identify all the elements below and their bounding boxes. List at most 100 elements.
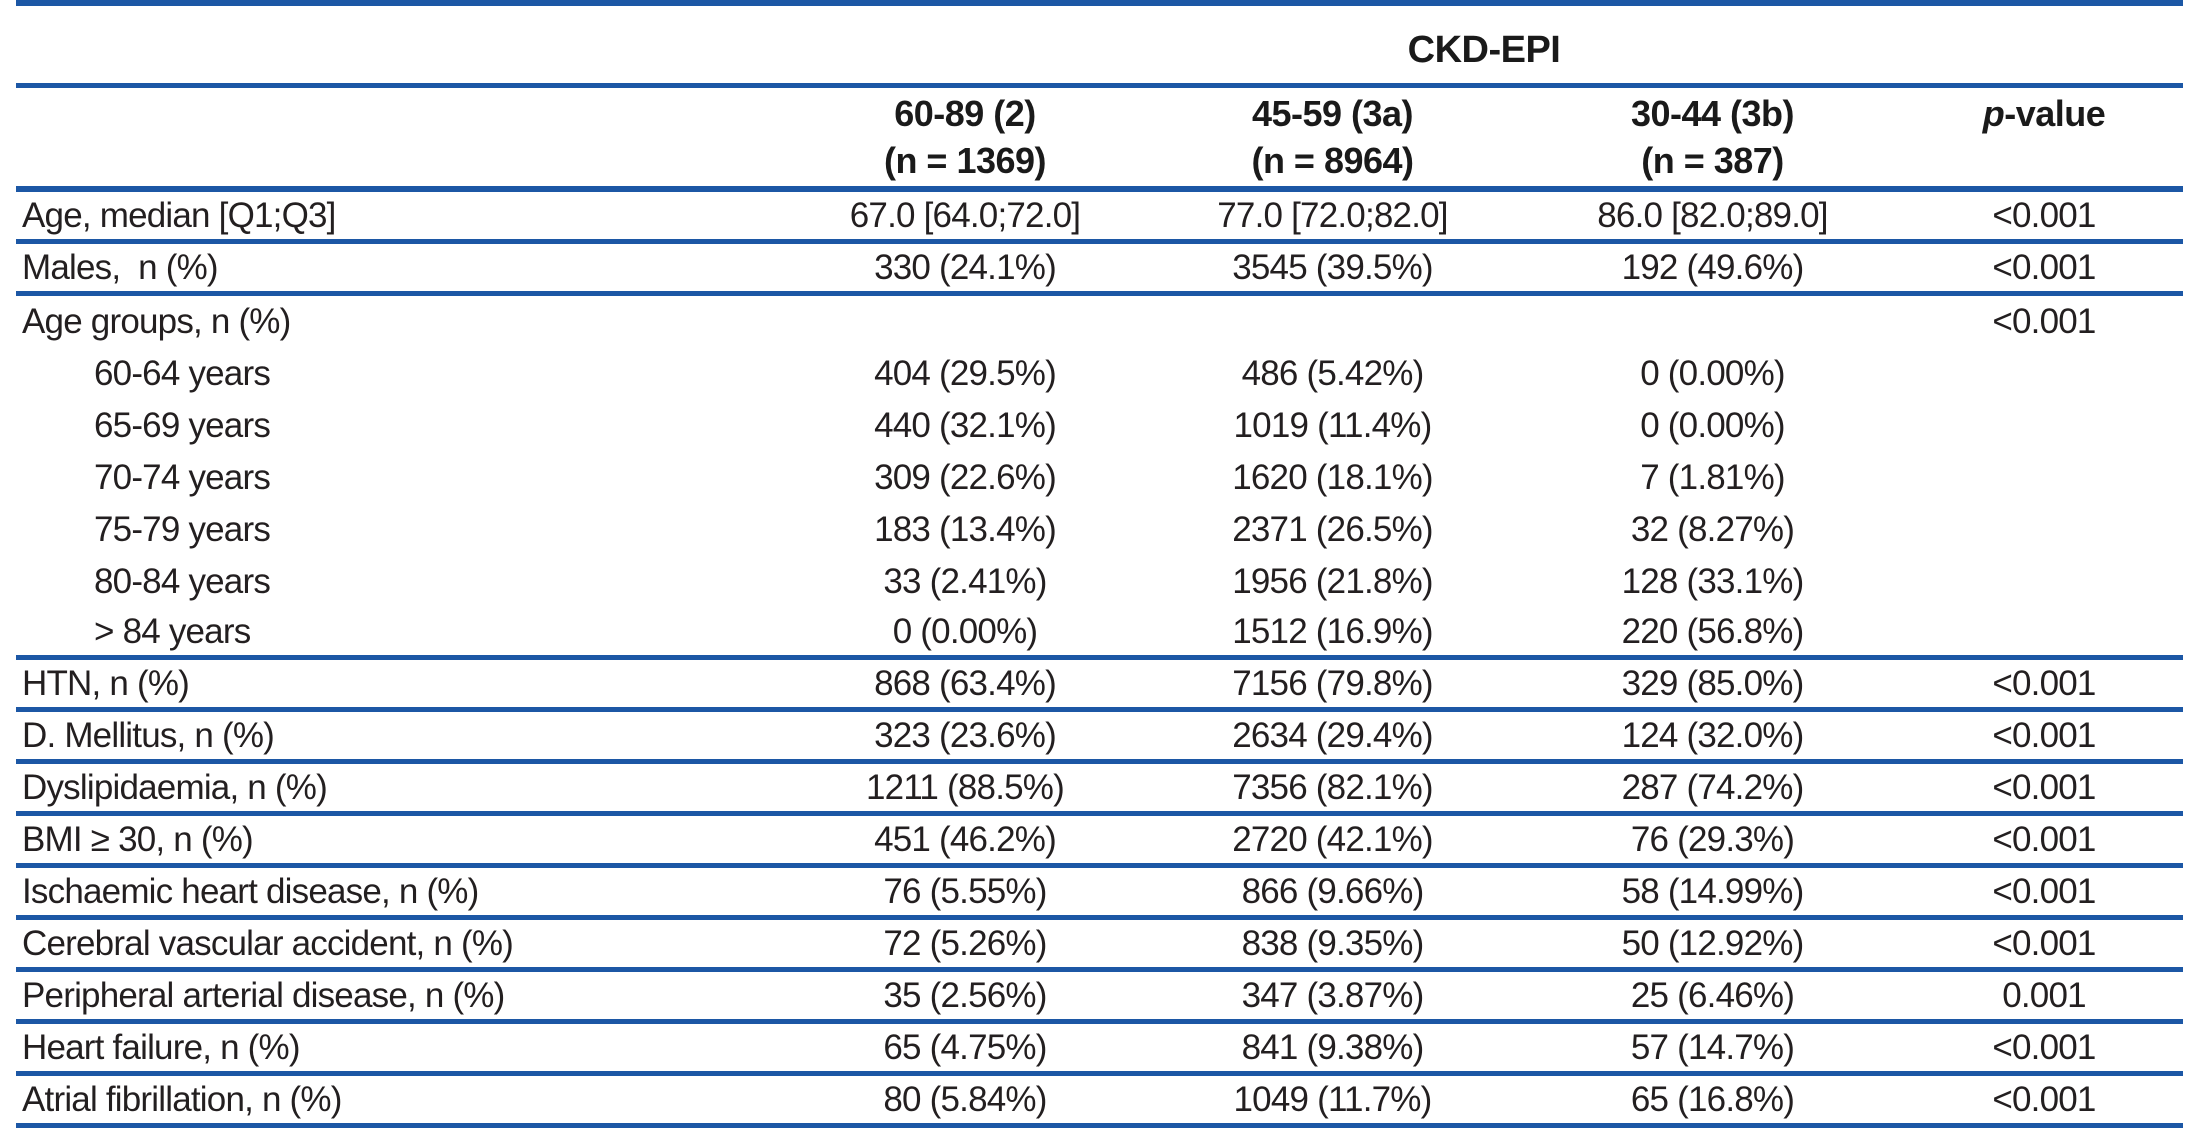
cell-60-89: 65 (4.75%) (883, 1027, 1047, 1067)
table-row: Atrial fibrillation, n (%) 80 (5.84%) 10… (16, 1076, 2183, 1128)
table-row: 80-84 years 33 (2.41%) 1956 (21.8%) 128 … (16, 556, 2183, 608)
table-row: 65-69 years 440 (32.1%) 1019 (11.4%) 0 (… (16, 400, 2183, 452)
row-label: 80-84 years (94, 562, 271, 601)
cell-60-89: 0 (0.00%) (892, 611, 1038, 651)
cell-30-44: 0 (0.00%) (1640, 406, 1785, 445)
column-header-range: 60-89 (2) (894, 93, 1036, 134)
cell-60-89: 868 (63.4%) (874, 663, 1057, 703)
row-label: HTN, n (%) (22, 663, 190, 703)
cell-pvalue: <0.001 (1992, 715, 2096, 755)
cell-60-89: 80 (5.84%) (883, 1079, 1047, 1119)
column-header-pvalue: p -value (1905, 88, 2183, 186)
row-label: > 84 years (94, 611, 251, 651)
cell-60-89: 72 (5.26%) (883, 923, 1047, 963)
cell-pvalue (1905, 452, 2183, 504)
group-header-rule (16, 83, 2183, 88)
cell-60-89: 67.0 [64.0;72.0] (849, 195, 1081, 235)
cell-30-44: 287 (74.2%) (1621, 767, 1805, 807)
row-label: BMI ≥ 30, n (%) (22, 819, 254, 859)
cell-30-44: 124 (32.0%) (1621, 715, 1805, 755)
cell-60-89: 451 (46.2%) (874, 819, 1057, 859)
table-row: Age groups, n (%) <0.001 (16, 296, 2183, 348)
cell-60-89: 35 (2.56%) (883, 975, 1047, 1015)
cell-pvalue: <0.001 (1992, 195, 2096, 235)
cell-30-44: 128 (33.1%) (1621, 562, 1805, 601)
table-row: 70-74 years 309 (22.6%) 1620 (18.1%) 7 (… (16, 452, 2183, 504)
cell-45-59: 3545 (39.5%) (1232, 247, 1433, 287)
table-row: Males, n (%) 330 (24.1%) 3545 (39.5%) 19… (16, 244, 2183, 296)
row-label: Atrial fibrillation, n (%) (22, 1079, 342, 1119)
cell-60-89: 404 (29.5%) (874, 354, 1057, 393)
cell-45-59: 841 (9.38%) (1241, 1027, 1425, 1067)
table-top-rule (16, 0, 2183, 6)
cell-30-44: 192 (49.6%) (1621, 247, 1805, 287)
row-label: Peripheral arterial disease, n (%) (22, 975, 505, 1015)
column-header-n: (n = 8964) (1251, 140, 1414, 181)
row-label: Age groups, n (%) (22, 302, 291, 341)
table-row: Peripheral arterial disease, n (%) 35 (2… (16, 972, 2183, 1024)
table-row: Dyslipidaemia, n (%) 1211 (88.5%) 7356 (… (16, 764, 2183, 816)
cell-30-44: 32 (8.27%) (1630, 510, 1795, 549)
table-row: BMI ≥ 30, n (%) 451 (46.2%) 2720 (42.1%)… (16, 816, 2183, 868)
cell-45-59: 7356 (82.1%) (1232, 767, 1433, 807)
cell-30-44: 25 (6.46%) (1630, 975, 1795, 1015)
cell-60-89: 330 (24.1%) (874, 247, 1057, 287)
cell-pvalue: 0.001 (2002, 975, 2086, 1015)
cell-30-44 (1520, 296, 1905, 348)
cell-pvalue (1905, 504, 2183, 556)
column-header-45-59: 45-59 (3a) (n = 8964) (1145, 88, 1520, 186)
cell-pvalue: <0.001 (1992, 819, 2096, 859)
column-header-n: (n = 1369) (883, 140, 1047, 181)
column-header-range: 30-44 (3b) (1630, 93, 1795, 134)
row-label: Cerebral vascular accident, n (%) (22, 923, 514, 963)
table-row: Ischaemic heart disease, n (%) 76 (5.55%… (16, 868, 2183, 920)
cell-45-59 (1145, 296, 1520, 348)
cell-45-59: 2634 (29.4%) (1232, 715, 1433, 755)
cell-45-59: 866 (9.66%) (1241, 871, 1425, 911)
cell-pvalue (1905, 608, 2183, 655)
cell-30-44: 220 (56.8%) (1621, 611, 1805, 651)
cell-45-59: 2720 (42.1%) (1232, 819, 1433, 859)
pvalue-p: p (1982, 93, 2005, 134)
group-header-row: CKD-EPI (16, 6, 2183, 83)
cell-pvalue: <0.001 (1992, 767, 2096, 807)
cell-30-44: 76 (29.3%) (1630, 819, 1795, 859)
cell-60-89: 76 (5.55%) (883, 871, 1047, 911)
table-row: > 84 years 0 (0.00%) 1512 (16.9%) 220 (5… (16, 608, 2183, 660)
cell-60-89 (785, 296, 1145, 348)
row-label: Heart failure, n (%) (22, 1027, 301, 1067)
group-header-ckd-epi: CKD-EPI (1407, 29, 1561, 71)
cell-pvalue: <0.001 (1992, 302, 2096, 341)
cell-60-89: 183 (13.4%) (874, 510, 1057, 549)
column-header-spacer (16, 88, 785, 186)
cell-45-59: 77.0 [72.0;82.0] (1217, 195, 1448, 235)
row-label: 65-69 years (94, 406, 271, 445)
table-row: Age, median [Q1;Q3] 67.0 [64.0;72.0] 77.… (16, 192, 2183, 244)
cell-pvalue: <0.001 (1992, 871, 2096, 911)
table-row: Cerebral vascular accident, n (%) 72 (5.… (16, 920, 2183, 972)
cell-60-89: 33 (2.41%) (883, 562, 1047, 601)
cell-30-44: 57 (14.7%) (1630, 1027, 1795, 1067)
cell-45-59: 1049 (11.7%) (1233, 1079, 1433, 1119)
table-row: D. Mellitus, n (%) 323 (23.6%) 2634 (29.… (16, 712, 2183, 764)
cell-pvalue: <0.001 (1992, 247, 2096, 287)
row-label: 70-74 years (94, 458, 271, 497)
cell-30-44: 86.0 [82.0;89.0] (1597, 195, 1828, 235)
cell-30-44: 50 (12.92%) (1621, 923, 1805, 963)
column-header-range: 45-59 (3a) (1251, 93, 1414, 134)
cell-pvalue: <0.001 (1992, 1079, 2096, 1119)
cell-60-89: 440 (32.1%) (874, 406, 1057, 445)
cell-45-59: 7156 (79.8%) (1232, 663, 1433, 703)
cell-pvalue (1905, 348, 2183, 400)
table-body: Age, median [Q1;Q3] 67.0 [64.0;72.0] 77.… (16, 192, 2183, 1128)
cell-30-44: 65 (16.8%) (1630, 1079, 1795, 1119)
cell-45-59: 486 (5.42%) (1241, 354, 1425, 393)
cell-60-89: 309 (22.6%) (874, 458, 1057, 497)
cell-45-59: 1512 (16.9%) (1232, 611, 1433, 651)
cell-pvalue (1905, 400, 2183, 452)
table-row: Heart failure, n (%) 65 (4.75%) 841 (9.3… (16, 1024, 2183, 1076)
cell-pvalue (1905, 556, 2183, 608)
table-row: HTN, n (%) 868 (63.4%) 7156 (79.8%) 329 … (16, 660, 2183, 712)
cell-45-59: 1956 (21.8%) (1232, 562, 1433, 601)
